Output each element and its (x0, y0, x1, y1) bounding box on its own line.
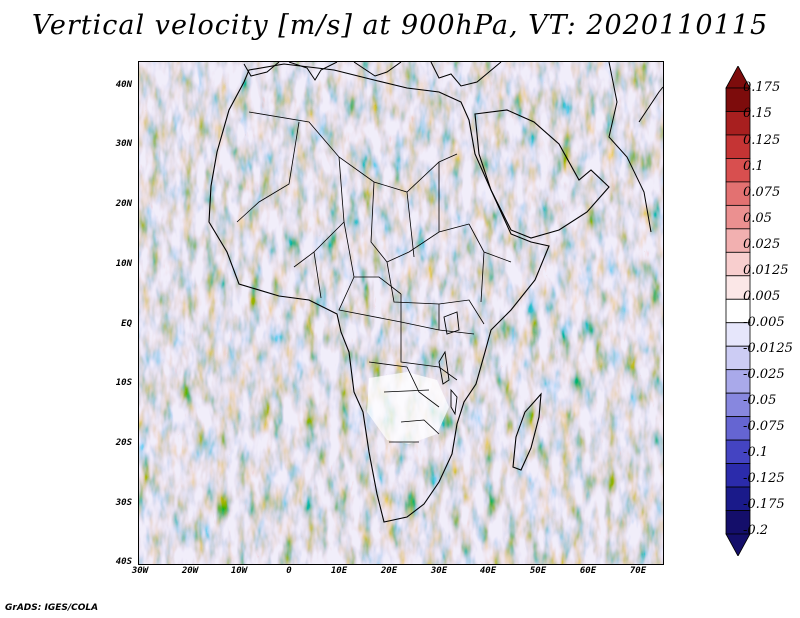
lat-label-30s: 30S (115, 498, 132, 508)
colorbar-label: -0.175 (743, 497, 785, 512)
africa-coastline (208, 63, 550, 523)
lat-label-eq: EQ (121, 319, 132, 329)
colorbar-bottom-arrow (725, 533, 751, 556)
lon-label-20w: 20W (181, 566, 199, 576)
lon-label-10e: 10E (330, 566, 348, 576)
map-title: Vertical velocity [m/s] at 900hPa, VT: 2… (31, 10, 769, 41)
colorbar-label: -0.2 (743, 523, 769, 538)
colorbar-label: 0.05 (743, 211, 772, 226)
lon-label-50e: 50E (529, 566, 547, 576)
lon-label-30e: 30E (430, 566, 448, 576)
colorbar-label: 0.075 (743, 185, 781, 200)
lon-label-60e: 60E (579, 566, 597, 576)
colorbar-label: 0.125 (743, 133, 781, 148)
colorbar-label: -0.1 (743, 445, 769, 460)
madagascar-coastline (512, 392, 542, 471)
colorbar-label: -0.075 (743, 419, 785, 434)
colorbar-label: 0.15 (743, 106, 772, 121)
lat-label-10n: 10N (115, 259, 132, 269)
europe-coastline (243, 62, 502, 87)
lon-label-30w: 30W (131, 566, 149, 576)
country-borders (236, 111, 512, 443)
lon-label-70e: 70E (629, 566, 647, 576)
lat-label-40n: 40N (115, 80, 132, 90)
colorbar-label: -0.005 (743, 315, 785, 330)
colorbar-label: 0.005 (743, 289, 781, 304)
lon-label-10w: 10W (230, 566, 248, 576)
lat-label-10s: 10S (115, 378, 132, 388)
lat-label-30n: 30N (115, 139, 132, 149)
lat-label-20s: 20S (115, 438, 132, 448)
arabia-coastline (474, 109, 610, 239)
colorbar-label: 0.175 (743, 80, 781, 95)
colorbar-label: -0.0125 (743, 341, 793, 356)
colorbar-label: -0.125 (743, 471, 785, 486)
colorbar-label: -0.025 (743, 367, 785, 382)
great-lakes (438, 311, 460, 416)
colorbar-label: -0.05 (743, 393, 777, 408)
map-panel (138, 61, 664, 565)
map-plot (139, 62, 663, 564)
asia-coastline (608, 62, 663, 233)
lat-label-20n: 20N (115, 199, 132, 209)
lon-label-20e: 20E (380, 566, 398, 576)
lat-label-40s: 40S (115, 557, 132, 567)
lon-label-40e: 40E (479, 566, 497, 576)
colorbar-label: 0.1 (743, 159, 764, 174)
lon-label-0: 0 (286, 566, 292, 576)
grads-credit: GrADS: IGES/COLA (5, 603, 99, 613)
colorbar-label: 0.025 (743, 237, 781, 252)
colorbar (725, 66, 751, 556)
colorbar-label: 0.0125 (743, 263, 789, 278)
